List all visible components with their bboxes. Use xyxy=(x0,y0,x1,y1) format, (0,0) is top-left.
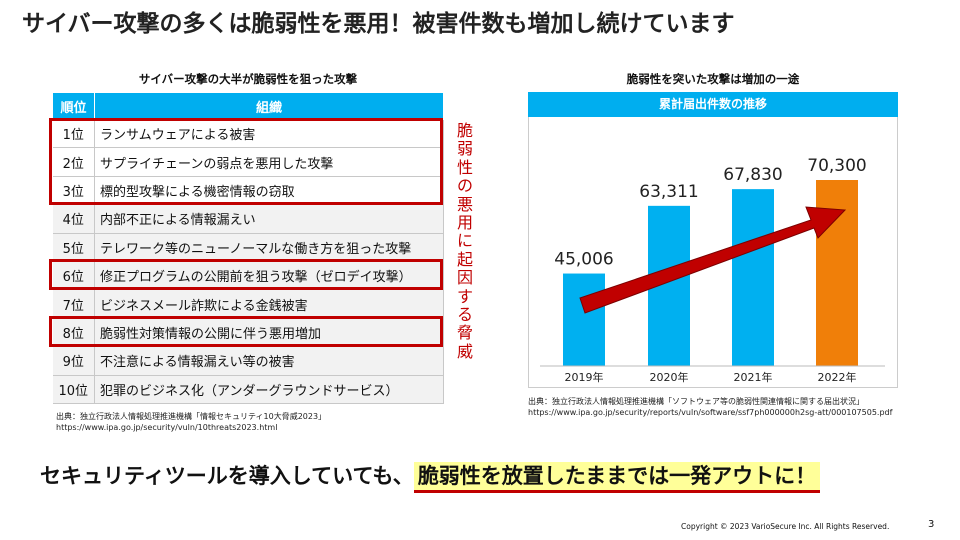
table-row: 10位 犯罪のビジネス化（アンダーグラウンドサービス） xyxy=(52,375,444,404)
source-left-url: https://www.ipa.go.jp/security/vuln/10th… xyxy=(56,423,278,432)
x-tick-label: 2022年 xyxy=(818,370,857,384)
table-row: 2位 サプライチェーンの弱点を悪用した攻撃 xyxy=(52,147,444,177)
bar-2021年 xyxy=(732,189,774,366)
slide-title: サイバー攻撃の多くは脆弱性を悪用！被害件数も増加し続けています xyxy=(22,11,735,37)
x-tick-label: 2020年 xyxy=(650,370,689,384)
bottom-highlight: 脆弱性を放置したままでは一発アウトに！ xyxy=(413,462,821,493)
threat-cell: 犯罪のビジネス化（アンダーグラウンドサービス） xyxy=(94,375,444,404)
chart-subtitle: 脆弱性を突いた攻撃は増加の一途 xyxy=(626,72,800,86)
rank-cell: 5位 xyxy=(52,233,95,262)
threat-ranking-table: 順位 組織 1位 ランサムウェアによる被害 2位 サプライチェーンの弱点を悪用した攻撃 3… xyxy=(52,92,444,404)
table-row: 1位 ランサムウェアによる被害 xyxy=(52,119,444,149)
x-tick-label: 2021年 xyxy=(734,370,773,384)
x-tick-label: 2019年 xyxy=(565,370,604,384)
source-right: 出典：独立行政法人情報処理推進機構「ソフトウェア等の脆弱性関連情報に関する届出状… xyxy=(528,396,892,418)
rank-cell: 2位 xyxy=(52,147,95,177)
table-row: 6位 修正プログラムの公開前を狙う攻撃（ゼロデイ攻撃） xyxy=(52,261,444,291)
rank-cell: 7位 xyxy=(52,289,95,319)
rank-cell: 10位 xyxy=(52,375,95,404)
data-label: 45,006 xyxy=(554,250,613,270)
table-row: 5位 テレワーク等のニューノーマルな働き方を狙った攻撃 xyxy=(52,233,444,262)
threat-cell: 不注意による情報漏えい等の被害 xyxy=(94,346,444,376)
threat-cell: 脆弱性対策情報の公開に伴う悪用増加 xyxy=(94,318,444,348)
threat-cell: サプライチェーンの弱点を悪用した攻撃 xyxy=(94,147,444,177)
threat-cell: ビジネスメール詐欺による金銭被害 xyxy=(94,289,444,319)
threat-cell: 標的型攻撃による機密情報の窃取 xyxy=(94,176,444,206)
source-left: 出典：独立行政法人情報処理推進機構「情報セキュリティ10大脅威2023」 http… xyxy=(56,411,326,433)
trend-arrow-icon xyxy=(579,206,847,314)
source-right-title: 出典：独立行政法人情報処理推進機構「ソフトウェア等の脆弱性関連情報に関する届出状… xyxy=(528,397,864,406)
table-row: 9位 不注意による情報漏えい等の被害 xyxy=(52,346,444,376)
source-right-url: https://www.ipa.go.jp/security/reports/v… xyxy=(528,408,893,417)
page-number: 3 xyxy=(928,519,935,530)
table-subtitle: サイバー攻撃の大半が脆弱性を狙った攻撃 xyxy=(138,72,358,86)
rank-cell: 4位 xyxy=(52,204,95,234)
highlight-box-8 xyxy=(49,316,443,347)
rank-cell: 6位 xyxy=(52,261,95,291)
rank-cell: 9位 xyxy=(52,346,95,376)
highlight-box-top3 xyxy=(49,118,443,205)
table-row: 3位 標的型攻撃による機密情報の窃取 xyxy=(52,176,444,206)
header-rank: 順位 xyxy=(52,92,95,120)
data-label: 70,300 xyxy=(807,156,866,176)
rank-cell: 1位 xyxy=(52,119,95,149)
highlight-box-6 xyxy=(49,259,443,290)
threat-cell: 修正プログラムの公開前を狙う攻撃（ゼロデイ攻撃） xyxy=(94,261,444,291)
threat-cell: 内部不正による情報漏えい xyxy=(94,204,444,234)
threat-cell: ランサムウェアによる被害 xyxy=(94,119,444,149)
data-label: 67,830 xyxy=(723,165,782,185)
rank-cell: 3位 xyxy=(52,176,95,206)
bar-2019年 xyxy=(563,273,605,366)
table-row: 8位 脆弱性対策情報の公開に伴う悪用増加 xyxy=(52,318,444,348)
table-row: 7位 ビジネスメール詐欺による金銭被害 xyxy=(52,289,444,319)
bottom-prefix: セキュリティツールを導入していても、 xyxy=(40,464,414,488)
source-left-title: 出典：独立行政法人情報処理推進機構「情報セキュリティ10大脅威2023」 xyxy=(56,412,327,421)
bottom-message: セキュリティツールを導入していても、 脆弱性を放置したままでは一発アウトに！ xyxy=(40,460,821,493)
threat-cell: テレワーク等のニューノーマルな働き方を狙った攻撃 xyxy=(94,233,444,262)
rank-cell: 8位 xyxy=(52,318,95,348)
table-row: 4位 内部不正による情報漏えい xyxy=(52,204,444,234)
copyright: Copyright © 2023 VarioSecure Inc. All Ri… xyxy=(681,522,890,531)
side-note: 脆弱性の悪用に起因する脅威 xyxy=(456,121,473,361)
data-label: 63,311 xyxy=(639,182,698,202)
chart-panel-title: 累計届出件数の推移 xyxy=(528,92,898,117)
